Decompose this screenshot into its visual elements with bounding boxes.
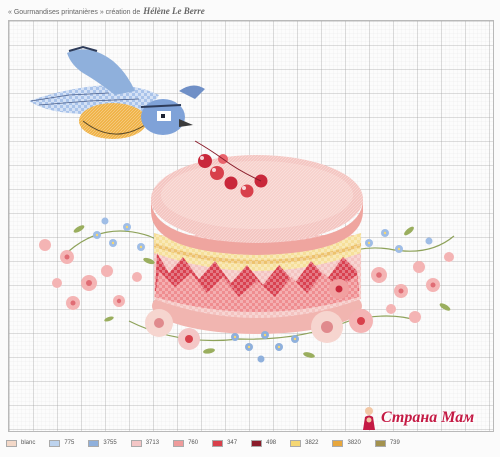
chart-svg: [9, 21, 493, 431]
legend-swatch: [49, 439, 61, 447]
legend-swatch: [130, 439, 142, 447]
chart-header: « Gourmandises printanières » création d…: [8, 6, 205, 20]
legend-item: 3713: [130, 439, 160, 447]
legend-item: 760: [173, 439, 199, 447]
legend-code: 775: [64, 440, 75, 446]
legend-item: 347: [212, 439, 238, 447]
legend-item: 3820: [332, 439, 361, 447]
legend-item: blanc: [6, 439, 36, 447]
legend-swatch: [212, 439, 224, 447]
legend-code: 3755: [103, 440, 117, 446]
legend-swatch: [6, 439, 17, 447]
cross-stitch-chart: [8, 20, 494, 432]
bird: [29, 45, 205, 139]
legend-item: 3755: [88, 439, 117, 447]
legend-item: 498: [251, 439, 277, 447]
legend-code: 760: [188, 440, 199, 446]
legend-code: 3820: [347, 440, 361, 446]
flower-wreath: [39, 217, 454, 363]
legend-swatch: [173, 439, 185, 447]
legend-code: 498: [266, 440, 277, 446]
legend-swatch: [251, 439, 263, 447]
legend-swatch: [332, 439, 344, 447]
macaron: [151, 140, 363, 334]
legend-swatch: [88, 439, 100, 447]
chart-author: Hélène Le Berre: [143, 6, 205, 16]
legend-swatch: [374, 439, 386, 447]
legend-code: 739: [389, 440, 400, 446]
legend-item: 739: [374, 439, 400, 447]
color-legend: blanc 775 3755 3713 760 347 498 3822 382…: [6, 436, 496, 450]
watermark: Страна Мам: [360, 404, 490, 432]
legend-code: 3822: [305, 440, 319, 446]
legend-code: 347: [227, 440, 238, 446]
watermark-text: Страна Мам: [381, 409, 475, 426]
legend-code: 3713: [145, 440, 160, 446]
chart-title: « Gourmandises printanières » création d…: [8, 9, 141, 16]
legend-code: blanc: [21, 440, 36, 446]
stranamam-logo-icon: [363, 407, 375, 430]
legend-item: 775: [49, 439, 75, 447]
legend-swatch: [290, 439, 302, 447]
legend-item: 3822: [290, 439, 319, 447]
